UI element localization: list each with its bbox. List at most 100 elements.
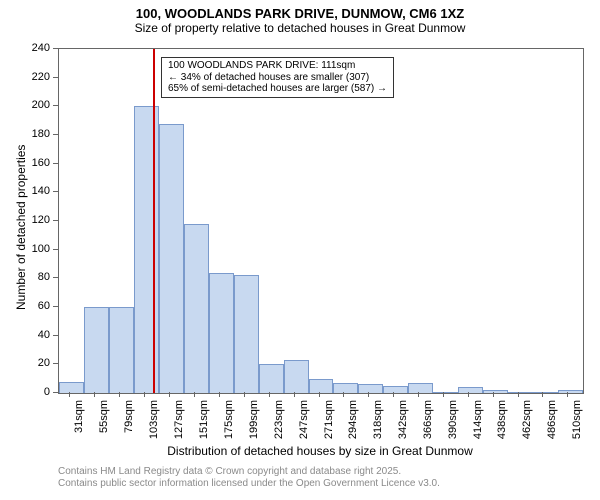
x-tick-mark	[319, 392, 320, 397]
y-tick-label: 100	[0, 243, 50, 255]
y-tick-mark	[53, 392, 58, 393]
x-tick-label: 199sqm	[248, 400, 260, 439]
annotation-box: 100 WOODLANDS PARK DRIVE: 111sqm ← 34% o…	[161, 57, 394, 98]
y-tick-label: 220	[0, 71, 50, 83]
x-tick-label: 318sqm	[372, 400, 384, 439]
y-tick-label: 140	[0, 185, 50, 197]
y-tick-mark	[53, 77, 58, 78]
annotation-line-3: 65% of semi-detached houses are larger (…	[168, 83, 387, 95]
x-tick-label: 247sqm	[298, 400, 310, 439]
footer-attribution: Contains HM Land Registry data © Crown c…	[58, 466, 440, 490]
y-tick-label: 200	[0, 99, 50, 111]
x-tick-label: 103sqm	[148, 400, 160, 439]
y-tick-mark	[53, 105, 58, 106]
y-tick-mark	[53, 306, 58, 307]
histogram-bar	[483, 390, 508, 393]
histogram-bar	[333, 383, 358, 393]
y-tick-label: 180	[0, 128, 50, 140]
plot-area: 100 WOODLANDS PARK DRIVE: 111sqm ← 34% o…	[58, 48, 584, 394]
x-tick-mark	[343, 392, 344, 397]
y-axis-label: Number of detached properties	[14, 145, 28, 310]
x-tick-label: 438sqm	[497, 400, 509, 439]
x-tick-mark	[144, 392, 145, 397]
x-tick-label: 151sqm	[198, 400, 210, 439]
y-tick-label: 240	[0, 42, 50, 54]
x-tick-mark	[119, 392, 120, 397]
x-tick-label: 175sqm	[223, 400, 235, 439]
x-tick-mark	[567, 392, 568, 397]
x-tick-label: 271sqm	[323, 400, 335, 439]
x-tick-label: 223sqm	[273, 400, 285, 439]
y-tick-mark	[53, 163, 58, 164]
x-tick-mark	[194, 392, 195, 397]
x-tick-label: 31sqm	[73, 400, 85, 433]
histogram-bar	[408, 383, 433, 393]
property-marker-line	[153, 49, 155, 393]
y-tick-mark	[53, 191, 58, 192]
y-tick-label: 20	[0, 357, 50, 369]
footer-line-1: Contains HM Land Registry data © Crown c…	[58, 466, 440, 478]
x-tick-label: 390sqm	[447, 400, 459, 439]
x-tick-mark	[219, 392, 220, 397]
histogram-bar	[109, 307, 134, 393]
histogram-bar	[134, 106, 159, 393]
x-tick-mark	[368, 392, 369, 397]
x-tick-mark	[493, 392, 494, 397]
annotation-line-2: ← 34% of detached houses are smaller (30…	[168, 72, 387, 84]
histogram-bar	[309, 379, 334, 393]
y-tick-label: 0	[0, 386, 50, 398]
histogram-bar	[59, 382, 84, 393]
x-tick-mark	[169, 392, 170, 397]
footer-line-2: Contains public sector information licen…	[58, 478, 440, 490]
x-tick-label: 55sqm	[98, 400, 110, 433]
x-tick-mark	[294, 392, 295, 397]
histogram-bar	[259, 364, 284, 393]
y-tick-mark	[53, 48, 58, 49]
histogram-bar	[159, 124, 184, 393]
y-tick-mark	[53, 134, 58, 135]
histogram-chart: { "type": "histogram", "canvas": { "widt…	[0, 0, 600, 500]
histogram-bar	[284, 360, 309, 393]
histogram-bar	[558, 390, 583, 393]
y-tick-mark	[53, 220, 58, 221]
histogram-bar	[234, 275, 259, 393]
histogram-bar	[84, 307, 109, 393]
y-tick-label: 40	[0, 329, 50, 341]
x-tick-label: 366sqm	[422, 400, 434, 439]
x-axis-label: Distribution of detached houses by size …	[58, 444, 582, 458]
y-tick-mark	[53, 363, 58, 364]
histogram-bar	[508, 392, 533, 393]
x-tick-mark	[393, 392, 394, 397]
x-tick-mark	[542, 392, 543, 397]
x-tick-label: 127sqm	[173, 400, 185, 439]
x-tick-label: 414sqm	[472, 400, 484, 439]
x-tick-label: 294sqm	[347, 400, 359, 439]
x-tick-label: 342sqm	[397, 400, 409, 439]
histogram-bar	[383, 386, 408, 393]
x-tick-mark	[418, 392, 419, 397]
x-tick-label: 79sqm	[123, 400, 135, 433]
x-tick-mark	[69, 392, 70, 397]
x-tick-mark	[244, 392, 245, 397]
x-tick-mark	[269, 392, 270, 397]
chart-title: 100, WOODLANDS PARK DRIVE, DUNMOW, CM6 1…	[0, 0, 600, 21]
histogram-bar	[358, 384, 383, 393]
annotation-line-1: 100 WOODLANDS PARK DRIVE: 111sqm	[168, 60, 387, 72]
y-tick-mark	[53, 277, 58, 278]
histogram-bar	[433, 392, 458, 393]
y-tick-label: 80	[0, 271, 50, 283]
y-tick-label: 60	[0, 300, 50, 312]
x-tick-mark	[443, 392, 444, 397]
histogram-bar	[458, 387, 483, 393]
x-tick-label: 462sqm	[522, 400, 534, 439]
x-tick-mark	[94, 392, 95, 397]
y-tick-label: 160	[0, 157, 50, 169]
histogram-bar	[209, 273, 234, 393]
y-tick-label: 120	[0, 214, 50, 226]
x-tick-label: 486sqm	[547, 400, 559, 439]
histogram-bar	[184, 224, 209, 393]
y-tick-mark	[53, 249, 58, 250]
x-tick-mark	[468, 392, 469, 397]
y-tick-mark	[53, 335, 58, 336]
x-tick-label: 510sqm	[571, 400, 583, 439]
